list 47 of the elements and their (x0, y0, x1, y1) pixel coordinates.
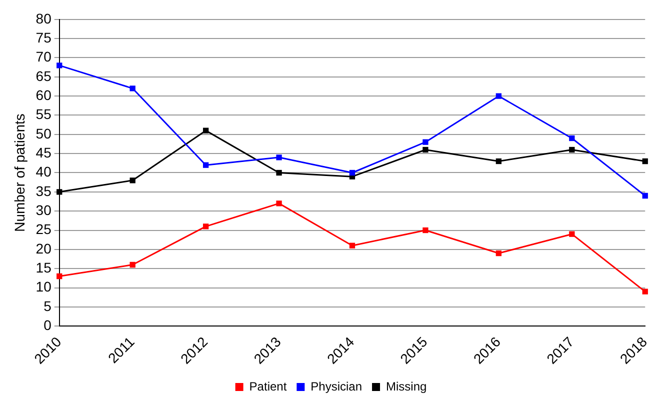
y-tick-label: 80 (36, 10, 52, 26)
point (496, 158, 502, 164)
point (349, 170, 356, 176)
point (130, 178, 136, 184)
point (130, 262, 136, 268)
point (56, 62, 62, 68)
y-tick-label: 0 (44, 316, 52, 333)
point (569, 146, 575, 153)
point (56, 273, 62, 280)
point (349, 242, 356, 248)
point (276, 200, 282, 206)
legend-label: Physician (310, 379, 362, 394)
point (130, 86, 136, 92)
y-tick-label: 75 (36, 29, 52, 46)
point (569, 231, 575, 237)
point (642, 288, 648, 294)
y-tick-label: 25 (36, 221, 52, 238)
y-tick-label: 45 (36, 144, 52, 160)
y-tick-label: 30 (36, 202, 52, 218)
point (642, 158, 648, 164)
point (569, 135, 575, 142)
y-tick-label: 15 (36, 259, 52, 276)
point (496, 93, 502, 99)
y-tick-label: 65 (36, 68, 52, 84)
point (422, 139, 428, 145)
y-tick-label: 20 (36, 240, 52, 256)
y-tick-label: 70 (36, 48, 52, 65)
y-tick-label: 10 (36, 278, 52, 295)
y-tick-label: 5 (44, 298, 52, 314)
y-tick-label: 40 (36, 164, 52, 180)
y-tick-label: 60 (36, 86, 52, 103)
point (276, 154, 282, 160)
point (202, 128, 209, 134)
point (496, 250, 502, 256)
point (202, 224, 209, 230)
y-tick-label: 35 (36, 182, 52, 199)
point (202, 162, 209, 168)
point (276, 170, 282, 176)
y-tick-label: 55 (36, 106, 52, 122)
legend-label: Patient (249, 379, 288, 394)
point (642, 192, 648, 199)
point (422, 146, 428, 153)
y-tick-label: 50 (36, 125, 52, 142)
point (56, 189, 62, 195)
y-axis-title: Number of patients (11, 114, 28, 232)
legend-label: Missing (386, 379, 427, 394)
point (422, 227, 428, 234)
